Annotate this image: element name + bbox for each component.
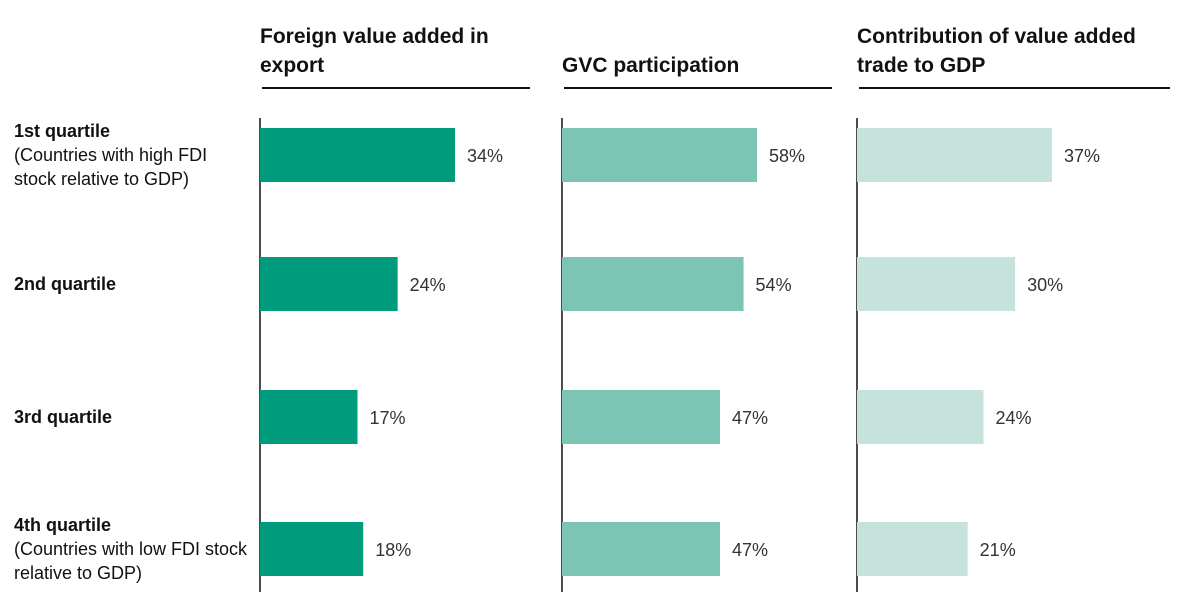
bar [260,257,398,311]
bar [857,390,984,444]
category-name: 3rd quartile [14,407,113,427]
bar [562,257,744,311]
category-label: 4th quartile (Countries with low FDI stoc… [14,513,254,585]
value-label: 37% [1064,146,1100,166]
value-label: 24% [410,275,446,295]
category-note: (Countries with low FDI stock relative t… [14,539,248,583]
bar [562,522,721,576]
category-label: 3rd quartile [14,405,254,429]
panel-title: Contribution of value added trade to GDP [857,25,1136,77]
value-label: 24% [995,408,1031,428]
bar [857,128,1052,182]
category-label: 1st quartile (Countries with high FDI sto… [14,119,254,191]
value-label: 54% [756,275,792,295]
bar [857,257,1016,311]
panel-title: GVC participation [562,54,740,77]
category-name: 4th quartile [14,515,112,535]
category-note: (Countries with high FDI stock relative … [14,145,208,189]
value-label: 58% [769,146,805,166]
value-label: 30% [1027,275,1063,295]
value-label: 17% [370,408,406,428]
category-name: 1st quartile [14,121,111,141]
category-name: 2nd quartile [14,274,117,294]
value-label: 47% [732,540,768,560]
panel-header: Foreign value added in export [260,0,520,80]
panel-header: Contribution of value added trade to GDP [857,0,1160,80]
value-label: 21% [980,540,1016,560]
panel-title: Foreign value added in export [260,25,489,77]
bar [562,128,757,182]
bar [562,390,721,444]
category-label: 2nd quartile [14,272,254,296]
value-label: 18% [375,540,411,560]
panel-header: GVC participation [562,0,822,80]
value-label: 47% [732,408,768,428]
bar [857,522,968,576]
value-label: 34% [467,146,503,166]
bar [260,390,358,444]
bar [260,128,455,182]
bar [260,522,364,576]
